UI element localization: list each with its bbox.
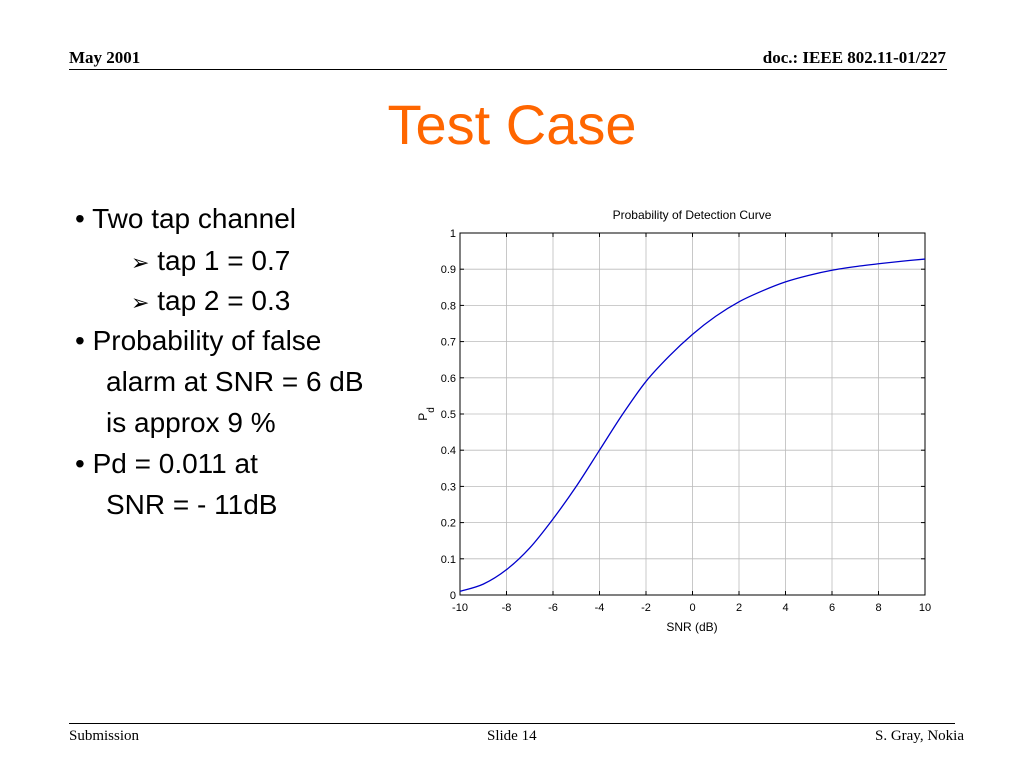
footer-author: S. Gray, Nokia	[874, 728, 964, 744]
header-rule	[69, 69, 947, 70]
chart-grid	[459, 232, 926, 596]
y-tick-label: 1	[450, 228, 456, 240]
x-tick-label: 10	[919, 602, 931, 614]
y-tick-label: 0.9	[441, 264, 456, 276]
header-doc-id: doc.: IEEE 802.11-01/227	[762, 48, 946, 67]
bullet-tap-1: ➢ tap 1 = 0.7	[131, 241, 290, 284]
x-tick-label: -2	[641, 602, 651, 614]
plot-frame	[459, 232, 926, 596]
bullet-pd: • Pd = 0.011 at	[75, 444, 258, 484]
bullet-text: is approx 9 %	[106, 407, 276, 438]
bullet-text: tap 1 = 0.7	[157, 245, 291, 276]
footer-submission: Submission	[69, 728, 140, 744]
y-tick-label: 0.7	[441, 337, 456, 349]
x-tick-label: 0	[689, 602, 695, 614]
y-axis-label-main: P	[416, 413, 430, 421]
y-tick-label: 0	[450, 590, 456, 602]
y-axis-label: Pd	[416, 407, 437, 421]
y-axis-label-group: Pd	[416, 407, 437, 421]
y-tick-label: 0.4	[441, 445, 456, 457]
x-tick-label: 8	[875, 602, 881, 614]
x-tick-label: 4	[782, 602, 788, 614]
x-tick-label: -10	[452, 602, 468, 614]
y-axis-label-sub: d	[426, 407, 437, 413]
bullet-text: SNR = - 11dB	[106, 489, 278, 520]
arrow-bullet-icon: ➢	[131, 251, 150, 276]
bullet-text: tap 2 = 0.3	[157, 285, 291, 316]
bullet-false-alarm-line-3: is approx 9 %	[106, 403, 276, 443]
bullet-text: • Two tap channel	[75, 203, 296, 234]
slide-title: Test Case	[387, 93, 637, 156]
y-tick-label: 0.2	[441, 518, 456, 530]
x-tick-label: -4	[595, 602, 605, 614]
detection-curve-chart: Probability of Detection Curve -10 -8 -6 -4…	[405, 198, 945, 648]
bullet-text: • Probability of false	[75, 325, 322, 356]
footer-rule	[69, 723, 955, 724]
x-tick-label: -8	[502, 602, 512, 614]
y-tick-label: 0.1	[441, 554, 456, 566]
x-tick-label: 2	[736, 602, 742, 614]
bullet-tap-2: ➢ tap 2 = 0.3	[131, 281, 290, 324]
bullet-two-tap-channel: • Two tap channel	[75, 199, 296, 239]
x-tick-label: 6	[829, 602, 835, 614]
y-tick-label: 0.3	[441, 481, 456, 493]
chart-series	[459, 258, 926, 593]
y-tick-label: 0.5	[441, 409, 456, 421]
bullet-text: • Pd = 0.011 at	[75, 448, 258, 479]
chart-ticks: -10 -8 -6 -4 -2 0 2 4 6 8 10 0 0.1 0.2 0.3 0.4 0.5 0.6 0.7…	[441, 228, 931, 614]
bullet-false-alarm-line-2: alarm at SNR = 6 dB	[106, 362, 364, 402]
bullet-pd-line-2: SNR = - 11dB	[106, 485, 277, 525]
y-tick-label: 0.6	[441, 373, 456, 385]
chart-svg: Probability of Detection Curve -10 -8 -6 -4…	[416, 208, 931, 634]
detection-probability-line	[459, 258, 926, 593]
header-date: May 2001	[69, 48, 141, 67]
y-tick-label: 0.8	[441, 300, 456, 312]
bullet-text: alarm at SNR = 6 dB	[106, 366, 364, 397]
footer-slide-number: Slide 14	[487, 728, 537, 744]
bullet-false-alarm: • Probability of false	[75, 321, 321, 361]
chart-title: Probability of Detection Curve	[613, 208, 772, 222]
x-axis-label: SNR (dB)	[666, 620, 717, 634]
x-tick-label: -6	[548, 602, 558, 614]
arrow-bullet-icon: ➢	[131, 291, 150, 316]
